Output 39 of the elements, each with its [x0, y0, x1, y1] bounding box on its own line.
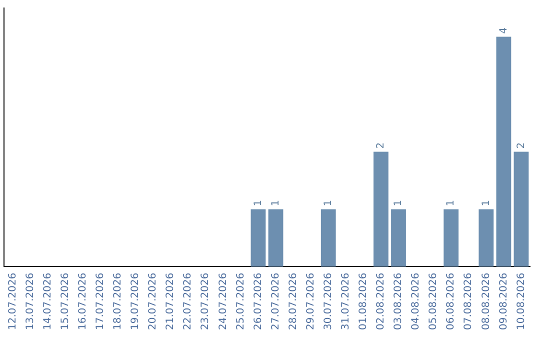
x-tick-label: 01.08.2026	[358, 272, 370, 330]
x-tick-label: 14.07.2026	[42, 272, 54, 330]
x-tick-label: 15.07.2026	[60, 272, 71, 330]
x-tick-label: 06.08.2026	[446, 272, 457, 330]
x-tick-label: 13.07.2026	[24, 272, 36, 330]
x-tick-label: 22.07.2026	[182, 272, 194, 330]
data-label: 1	[252, 200, 264, 206]
data-label: 1	[270, 200, 282, 206]
x-tick-label: 04.08.2026	[410, 272, 422, 330]
x-tick-label: 28.07.2026	[288, 272, 299, 330]
x-tick-label: 17.07.2026	[95, 272, 106, 330]
x-tick-label: 30.07.2026	[322, 272, 334, 330]
data-label: 1	[480, 200, 492, 206]
x-tick-label: 18.07.2026	[112, 272, 124, 330]
x-tick-label: 21.07.2026	[165, 272, 176, 330]
data-label: 4	[498, 27, 510, 34]
x-tick-label: 31.07.2026	[340, 272, 352, 330]
x-tick-label: 19.07.2026	[130, 272, 142, 330]
x-tick-label: 16.07.2026	[77, 272, 88, 330]
x-tick-label: 02.08.2026	[376, 272, 387, 330]
x-tick-label: 27.07.2026	[270, 272, 282, 330]
data-label: 1	[322, 200, 334, 206]
x-tick-label: 07.08.2026	[463, 272, 474, 330]
x-tick-label: 12.07.2026	[7, 272, 18, 330]
data-label: 2	[516, 142, 527, 149]
x-tick-label: 23.07.2026	[200, 272, 212, 330]
data-label: 1	[446, 200, 457, 206]
x-tick-label: 03.08.2026	[393, 272, 404, 330]
x-tick-label: 20.07.2026	[148, 272, 159, 330]
x-tick-label: 08.08.2026	[480, 272, 492, 330]
x-tick-label: 05.08.2026	[428, 272, 440, 330]
x-tick-label: 29.07.2026	[305, 272, 316, 330]
x-tick-label: 10.08.2026	[516, 272, 527, 330]
data-label: 2	[376, 142, 387, 149]
x-tick-label: 24.07.2026	[218, 272, 229, 330]
x-tick-label: 09.08.2026	[498, 272, 510, 330]
x-tick-label: 26.07.2026	[252, 272, 264, 330]
x-tick-label: 25.07.2026	[235, 272, 246, 330]
data-label: 1	[393, 200, 404, 206]
